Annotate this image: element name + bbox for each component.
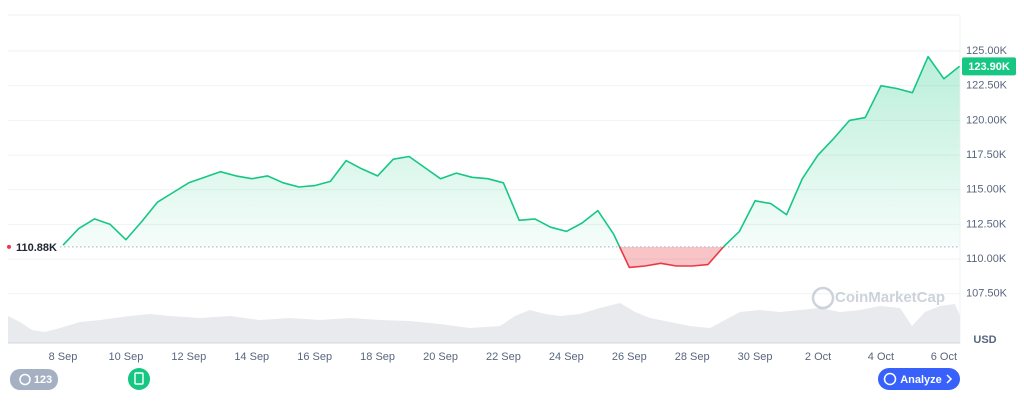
y-tick-label: 112.50K: [966, 218, 1007, 230]
price-line: [62, 55, 961, 269]
x-tick-label: 10 Sep: [108, 351, 143, 363]
x-tick-label: 12 Sep: [171, 351, 206, 363]
x-tick-label: 14 Sep: [234, 351, 269, 363]
x-tick-label: 2 Oct: [805, 351, 831, 363]
y-tick-label: 107.50K: [966, 288, 1008, 300]
current-price-label: 123.90K: [968, 61, 1010, 73]
x-tick-label: 20 Sep: [423, 351, 458, 363]
volume-area: [8, 303, 960, 343]
x-tick-label: 8 Sep: [49, 351, 78, 363]
analyze-chevron: [946, 374, 953, 384]
watermark: CoinMarketCap: [835, 289, 945, 306]
baseline-label-bg: [12, 238, 58, 255]
price-area: [63, 56, 960, 268]
current-price-badge: [962, 57, 1016, 76]
y-tick-label: 117.50K: [966, 149, 1007, 161]
x-tick-label: 22 Sep: [486, 351, 521, 363]
baseline-label: 110.88K: [16, 242, 57, 254]
y-tick-label: 122.50K: [966, 80, 1008, 92]
x-tick-label: 24 Sep: [549, 351, 584, 363]
history-icon: [19, 373, 31, 386]
history-badge[interactable]: [10, 369, 58, 390]
news-icon: [134, 372, 144, 385]
currency-label: USD: [973, 334, 996, 346]
x-tick-label: 16 Sep: [297, 351, 332, 363]
y-tick-label: 115.00K: [966, 184, 1007, 196]
baseline-dot: [7, 244, 11, 249]
analyze-label: Analyze: [900, 374, 942, 386]
y-tick-label: 120.00K: [966, 114, 1008, 126]
history-count: 123: [34, 374, 52, 386]
watermark-logo: [811, 286, 835, 310]
news-marker[interactable]: [128, 368, 150, 390]
x-tick-label: 4 Oct: [868, 351, 894, 363]
y-tick-label: 110.00K: [966, 253, 1007, 265]
x-tick-label: 26 Sep: [612, 351, 647, 363]
analyze-button[interactable]: [878, 368, 960, 390]
x-tick-label: 6 Oct: [931, 351, 957, 363]
x-tick-label: 28 Sep: [675, 351, 710, 363]
x-tick-label: 18 Sep: [360, 351, 395, 363]
y-tick-label: 125.00K: [966, 45, 1008, 57]
x-tick-label: 30 Sep: [738, 351, 773, 363]
analyze-icon: [883, 372, 897, 386]
